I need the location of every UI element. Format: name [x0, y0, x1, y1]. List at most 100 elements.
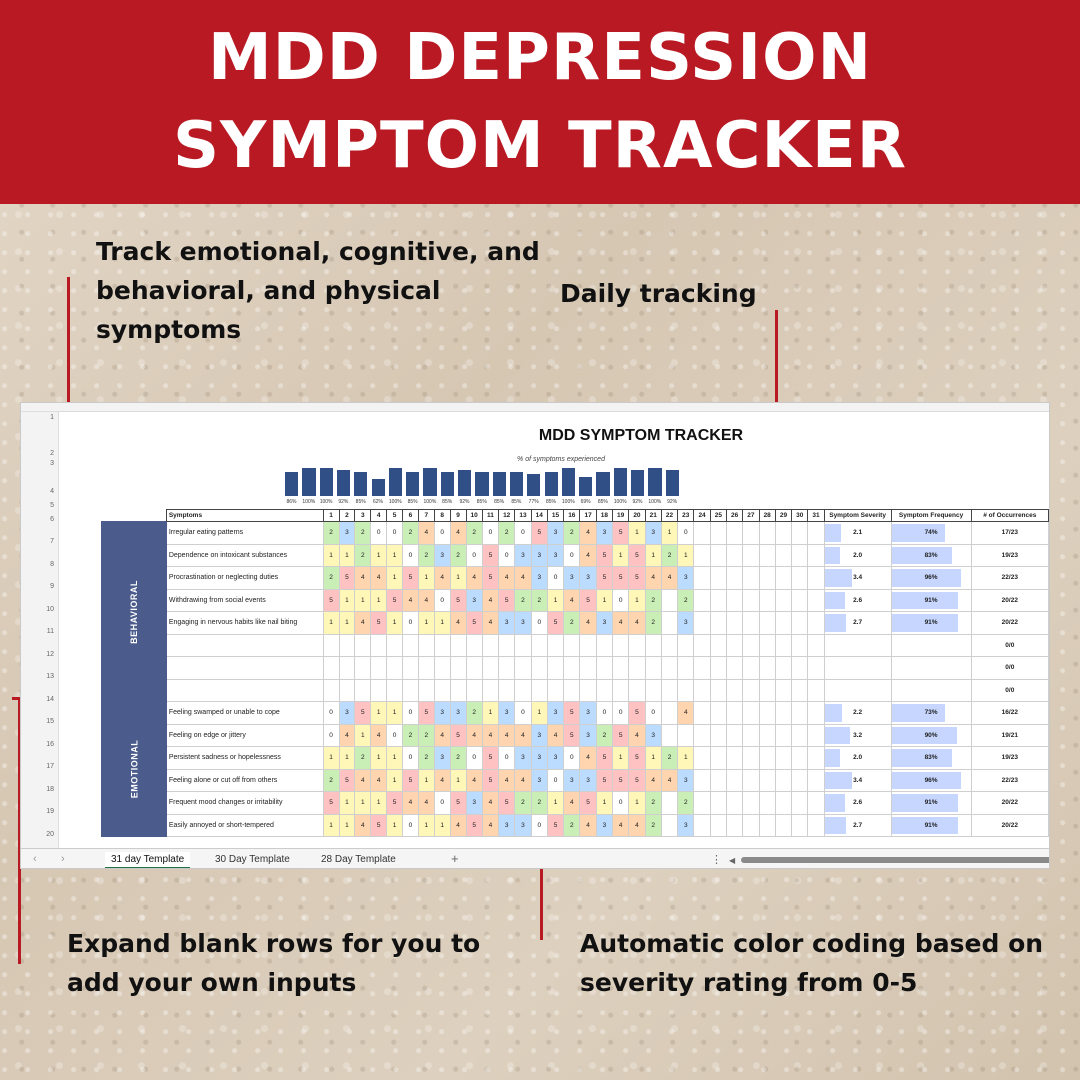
day-cell[interactable] [709, 588, 727, 612]
day-cell[interactable] [354, 678, 372, 702]
day-cell[interactable]: 0 [498, 746, 516, 770]
day-cell[interactable] [791, 746, 809, 770]
day-cell[interactable]: 2 [465, 521, 483, 545]
day-cell[interactable]: 4 [660, 768, 679, 792]
day-cell[interactable] [742, 543, 760, 567]
day-cell[interactable]: 5 [481, 768, 500, 792]
day-cell[interactable] [563, 678, 581, 702]
day-cell[interactable]: 3 [563, 566, 581, 590]
day-cell[interactable]: 5 [481, 566, 500, 590]
day-cell[interactable]: 4 [481, 611, 500, 635]
day-cell[interactable]: 5 [354, 701, 372, 725]
day-cell[interactable]: 3 [644, 723, 662, 747]
day-cell[interactable]: 2 [417, 543, 435, 567]
day-cell[interactable]: 5 [498, 791, 516, 815]
day-cell[interactable]: 3 [465, 791, 483, 815]
symptom-name[interactable]: Feeling alone or cut off from others [165, 768, 324, 792]
day-cell[interactable]: 0 [322, 701, 340, 725]
day-cell[interactable] [498, 656, 516, 680]
day-cell[interactable]: 5 [628, 566, 646, 590]
day-cell[interactable] [758, 723, 776, 747]
day-cell[interactable] [449, 656, 467, 680]
symptom-name[interactable]: Easily annoyed or short-tempered [165, 813, 324, 837]
day-cell[interactable] [628, 633, 646, 657]
day-cell[interactable] [791, 588, 809, 612]
day-cell[interactable]: 2 [322, 768, 340, 792]
day-cell[interactable] [758, 678, 776, 702]
day-cell[interactable]: 4 [465, 566, 483, 590]
day-cell[interactable]: 1 [628, 521, 646, 545]
day-cell[interactable]: 5 [370, 611, 388, 635]
day-cell[interactable] [563, 656, 581, 680]
day-cell[interactable] [725, 566, 744, 590]
day-cell[interactable]: 5 [546, 611, 565, 635]
day-cell[interactable]: 1 [417, 768, 435, 792]
day-cell[interactable] [791, 791, 809, 815]
day-cell[interactable]: 4 [644, 566, 662, 590]
day-cell[interactable]: 1 [386, 543, 404, 567]
day-cell[interactable] [417, 656, 435, 680]
more-options-icon[interactable]: ⋮ [711, 854, 722, 866]
day-cell[interactable]: 1 [370, 543, 388, 567]
day-cell[interactable] [693, 746, 711, 770]
day-cell[interactable]: 2 [677, 588, 695, 612]
day-cell[interactable]: 3 [579, 566, 597, 590]
day-cell[interactable]: 2 [449, 543, 467, 567]
symptom-name[interactable]: Feeling on edge or jittery [165, 723, 324, 747]
day-cell[interactable]: 4 [563, 791, 581, 815]
day-cell[interactable]: 0 [612, 588, 630, 612]
day-cell[interactable]: 3 [498, 701, 516, 725]
day-cell[interactable]: 1 [354, 791, 372, 815]
day-cell[interactable]: 0 [546, 768, 565, 792]
day-cell[interactable] [807, 791, 825, 815]
day-cell[interactable] [725, 588, 744, 612]
day-cell[interactable]: 1 [417, 566, 435, 590]
day-cell[interactable] [791, 723, 809, 747]
symptom-name[interactable]: Irregular eating patterns [165, 521, 324, 545]
day-cell[interactable] [774, 678, 793, 702]
day-cell[interactable]: 1 [595, 791, 614, 815]
day-cell[interactable]: 5 [322, 791, 340, 815]
day-cell[interactable] [758, 521, 776, 545]
day-cell[interactable] [774, 746, 793, 770]
day-cell[interactable]: 2 [514, 791, 532, 815]
day-cell[interactable]: 0 [402, 701, 419, 725]
day-cell[interactable]: 1 [433, 813, 451, 837]
day-cell[interactable] [758, 701, 776, 725]
day-cell[interactable] [791, 768, 809, 792]
day-cell[interactable] [546, 656, 565, 680]
day-cell[interactable] [742, 588, 760, 612]
day-cell[interactable] [481, 678, 500, 702]
day-cell[interactable]: 4 [354, 768, 372, 792]
day-cell[interactable]: 3 [514, 611, 532, 635]
day-cell[interactable]: 4 [370, 768, 388, 792]
day-cell[interactable] [595, 656, 614, 680]
day-cell[interactable] [370, 633, 388, 657]
day-cell[interactable] [791, 521, 809, 545]
day-cell[interactable] [725, 543, 744, 567]
day-cell[interactable]: 1 [386, 813, 404, 837]
symptom-name[interactable] [165, 633, 324, 657]
day-cell[interactable]: 3 [579, 723, 597, 747]
day-cell[interactable] [579, 656, 597, 680]
day-cell[interactable]: 5 [563, 723, 581, 747]
day-cell[interactable] [807, 678, 825, 702]
day-cell[interactable] [660, 678, 679, 702]
day-cell[interactable]: 5 [386, 791, 404, 815]
day-cell[interactable] [677, 633, 695, 657]
day-cell[interactable]: 4 [612, 813, 630, 837]
day-cell[interactable]: 3 [595, 611, 614, 635]
day-cell[interactable] [709, 678, 727, 702]
day-cell[interactable]: 0 [514, 521, 532, 545]
day-cell[interactable]: 5 [595, 543, 614, 567]
day-cell[interactable]: 3 [595, 813, 614, 837]
day-cell[interactable]: 2 [644, 611, 662, 635]
day-cell[interactable]: 3 [677, 813, 695, 837]
day-cell[interactable] [612, 678, 630, 702]
day-cell[interactable]: 4 [498, 768, 516, 792]
day-cell[interactable] [758, 566, 776, 590]
day-cell[interactable]: 5 [579, 791, 597, 815]
day-cell[interactable]: 1 [677, 746, 695, 770]
day-cell[interactable]: 0 [386, 723, 404, 747]
day-cell[interactable] [628, 678, 646, 702]
